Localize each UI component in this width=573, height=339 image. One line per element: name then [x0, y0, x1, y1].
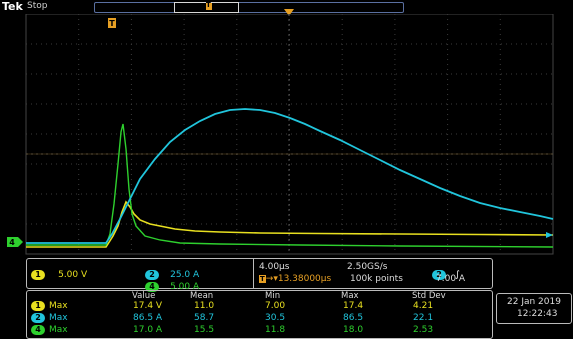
col-header-value: Value [132, 291, 156, 301]
tek-logo: Tek [2, 0, 23, 13]
ch2-setting[interactable]: 2 25.0 A [145, 262, 199, 281]
ch2-badge: 2 [145, 270, 159, 280]
trigger-level[interactable]: 7.00 A [436, 274, 466, 284]
measurement-row[interactable]: 1 Max 17.4 V 11.0 7.00 17.4 4.21 [31, 301, 491, 312]
row-max: 17.4 [343, 301, 364, 311]
record-length[interactable]: 100k points [350, 274, 403, 284]
ch1-scale: 5.00 V [58, 270, 88, 280]
row-max: 18.0 [343, 325, 364, 335]
record-trigger-marker-label: T [206, 1, 211, 9]
row-mean: 58.7 [194, 313, 215, 323]
row-value: 86.5 A [133, 313, 163, 323]
trigger-source[interactable]: 2 ∫ [432, 262, 460, 281]
row-channel-badge: 1 [31, 301, 45, 311]
ch2-offscreen-arrow [546, 232, 553, 238]
trigger-time-marker[interactable] [283, 8, 295, 18]
ch1-setting[interactable]: 1 5.00 V [31, 262, 87, 281]
ch4-badge: 4 [145, 282, 159, 292]
ch2-waveform [26, 108, 554, 244]
row-value: 17.4 V [133, 301, 163, 311]
ch2-scale: 25.0 A [170, 270, 200, 280]
row-value: 17.0 A [133, 325, 163, 335]
row-type: Max [49, 325, 68, 335]
row-mean: 15.5 [194, 325, 215, 335]
settings-panel: 1 5.00 V 2 25.0 A 4 5.00 A 4.00µs 2.50GS… [26, 258, 493, 292]
col-header-stddev: Std Dev [412, 291, 446, 301]
row-stddev: 4.21 [413, 301, 434, 311]
record-view-window[interactable] [174, 2, 239, 13]
trigger-delay[interactable]: T→▾13.38000µs [259, 274, 331, 284]
row-stddev: 22.1 [413, 313, 434, 323]
row-channel-badge: 4 [31, 325, 45, 335]
ch1-waveform [26, 200, 554, 248]
row-type: Max [49, 301, 68, 311]
trigger-delay-arrow-icon: →▾ [265, 274, 278, 284]
row-min: 30.5 [265, 313, 286, 323]
panel-divider [253, 259, 254, 288]
col-header-min: Min [265, 291, 281, 301]
col-header-mean: Mean [190, 291, 214, 301]
ch4-waveform [26, 123, 554, 248]
row-mean: 11.0 [194, 301, 215, 311]
trigger-delay-icon: T [259, 275, 266, 283]
trigger-source-badge: 2 [432, 270, 446, 280]
measurement-row[interactable]: 4 Max 17.0 A 15.5 11.8 18.0 2.53 [31, 325, 491, 336]
row-stddev: 2.53 [413, 325, 434, 335]
row-max: 86.5 [343, 313, 364, 323]
top-status-bar: Tek Stop T [0, 0, 573, 16]
trigger-position-marker: T [108, 18, 116, 28]
sample-rate[interactable]: 2.50GS/s [347, 262, 388, 272]
rising-edge-icon: ∫ [455, 270, 460, 280]
row-type: Max [49, 313, 68, 323]
waveform-display[interactable]: T 4 [0, 14, 573, 255]
ch4-level-marker[interactable]: 4 [7, 237, 23, 247]
horizontal-scale[interactable]: 4.00µs [259, 262, 290, 272]
ch4-scale: 5.00 A [170, 282, 200, 292]
measurement-row[interactable]: 2 Max 86.5 A 58.7 30.5 86.5 22.1 [31, 313, 491, 324]
row-channel-badge: 2 [31, 313, 45, 323]
col-header-max: Max [341, 291, 359, 301]
measurement-table: Value Mean Min Max Std Dev 1 Max 17.4 V … [26, 290, 493, 339]
date-text: 22 Jan 2019 [507, 297, 561, 307]
record-trigger-marker: T [206, 1, 212, 10]
datetime-display[interactable]: 22 Jan 2019 12:22:43 [496, 293, 572, 324]
row-min: 11.8 [265, 325, 286, 335]
trigger-delay-value: 13.38000µs [277, 274, 332, 284]
svg-text:T: T [109, 19, 115, 28]
run-status[interactable]: Stop [27, 1, 48, 11]
time-text: 12:22:43 [517, 309, 558, 319]
svg-text:4: 4 [9, 238, 15, 247]
ch1-badge: 1 [31, 270, 45, 280]
row-min: 7.00 [265, 301, 286, 311]
ch4-setting[interactable]: 4 5.00 A [145, 274, 199, 293]
record-view-bar[interactable] [94, 2, 404, 13]
